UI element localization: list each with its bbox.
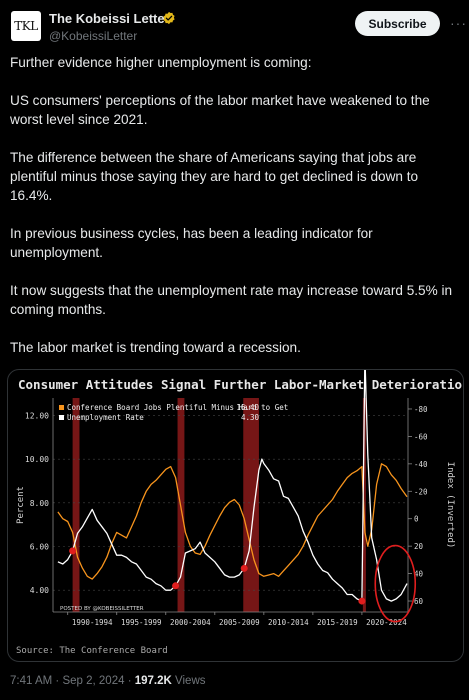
- legend-value-unemployment: 4.30: [241, 413, 260, 422]
- chart-image[interactable]: Consumer Attitudes Signal Further Labor-…: [7, 369, 464, 662]
- xtick-label: 2000-2004: [170, 618, 211, 627]
- author-name[interactable]: The Kobeissi Letter: [49, 11, 170, 26]
- ytick-right: -40: [414, 460, 428, 469]
- chart-source: Source: The Conference Board: [16, 646, 168, 656]
- avatar-monogram: TKL: [14, 19, 38, 33]
- subscribe-button[interactable]: Subscribe: [355, 11, 440, 36]
- meta-separator: ·: [127, 675, 132, 687]
- tweet-paragraph: The difference between the share of Amer…: [10, 150, 419, 203]
- tweet-paragraph: Further evidence higher unemployment is …: [10, 55, 312, 70]
- recession-marker: [172, 582, 180, 590]
- xtick-label: 1995-1999: [121, 618, 162, 627]
- tweet-paragraph: The labor market is trending toward a re…: [10, 340, 301, 355]
- ytick-right: 20: [414, 542, 424, 551]
- recession-marker: [240, 564, 248, 572]
- tweet-text: Further evidence higher unemployment is …: [10, 53, 460, 376]
- ylabel-left: Percent: [16, 486, 26, 524]
- legend-value-plentiful: 16.40: [236, 403, 259, 412]
- ylabel-right: Index (Inverted): [445, 462, 455, 549]
- views-label: Views: [175, 675, 206, 687]
- ytick-right: -20: [414, 487, 428, 496]
- avatar[interactable]: TKL: [11, 11, 41, 41]
- tweet-header: TKL The Kobeissi Letter @KobeissiLetter …: [0, 0, 469, 48]
- chart-watermark: POSTED BY @KOBEISSILETTER: [60, 606, 144, 612]
- xtick-label: 2020-2024: [366, 618, 407, 627]
- more-icon[interactable]: ···: [450, 15, 467, 31]
- ytick-right: 60: [414, 597, 424, 606]
- ytick-left: 6.00: [30, 542, 49, 551]
- ytick-right: 0: [414, 515, 419, 524]
- xtick-label: 2015-2019: [317, 618, 358, 627]
- ytick-left: 8.00: [30, 499, 49, 508]
- tweet-paragraph: It now suggests that the unemployment ra…: [10, 283, 453, 317]
- xtick-label: 2010-2014: [268, 618, 309, 627]
- verified-badge-icon: [163, 11, 175, 25]
- meta-separator: ·: [55, 675, 60, 687]
- xtick-label: 1990-1994: [72, 618, 113, 627]
- highlight-ellipse: [374, 544, 417, 623]
- recession-marker: [358, 597, 366, 605]
- legend-swatch-unemployment: [59, 415, 64, 420]
- ytick-right: -60: [414, 432, 428, 441]
- recession-band: [362, 398, 366, 612]
- ytick-left: 4.00: [30, 586, 49, 595]
- xtick-label: 2005-2009: [219, 618, 260, 627]
- legend-label-plentiful: Conference Board Jobs Plentiful Minus Ha…: [67, 403, 288, 412]
- tweet-time[interactable]: 7:41 AM: [10, 675, 53, 687]
- ytick-left: 10.00: [25, 455, 49, 464]
- views-count: 197.2K: [134, 675, 172, 687]
- series-line-plentiful: [57, 463, 408, 580]
- tweet-paragraph: In previous business cycles, has been a …: [10, 226, 373, 260]
- ytick-right: -80: [414, 405, 428, 414]
- tweet-paragraph: US consumers' perceptions of the labor m…: [10, 93, 430, 127]
- tweet-meta: 7:41 AM · Sep 2, 2024 · 197.2K Views: [10, 675, 206, 687]
- chart: Consumer Attitudes Signal Further Labor-…: [16, 370, 463, 656]
- chart-title: Consumer Attitudes Signal Further Labor-…: [18, 377, 463, 392]
- ytick-right: 40: [414, 570, 424, 579]
- ytick-left: 12.00: [25, 411, 49, 420]
- author-handle[interactable]: @KobeissiLetter: [49, 29, 138, 43]
- series-line-unemployment: [57, 370, 408, 602]
- legend-label-unemployment: Unemployment Rate: [67, 413, 144, 422]
- recession-marker: [69, 547, 77, 555]
- recession-band: [243, 398, 259, 612]
- tweet-date[interactable]: Sep 2, 2024: [62, 675, 125, 687]
- recession-band: [72, 398, 80, 612]
- legend-swatch-plentiful: [59, 405, 64, 410]
